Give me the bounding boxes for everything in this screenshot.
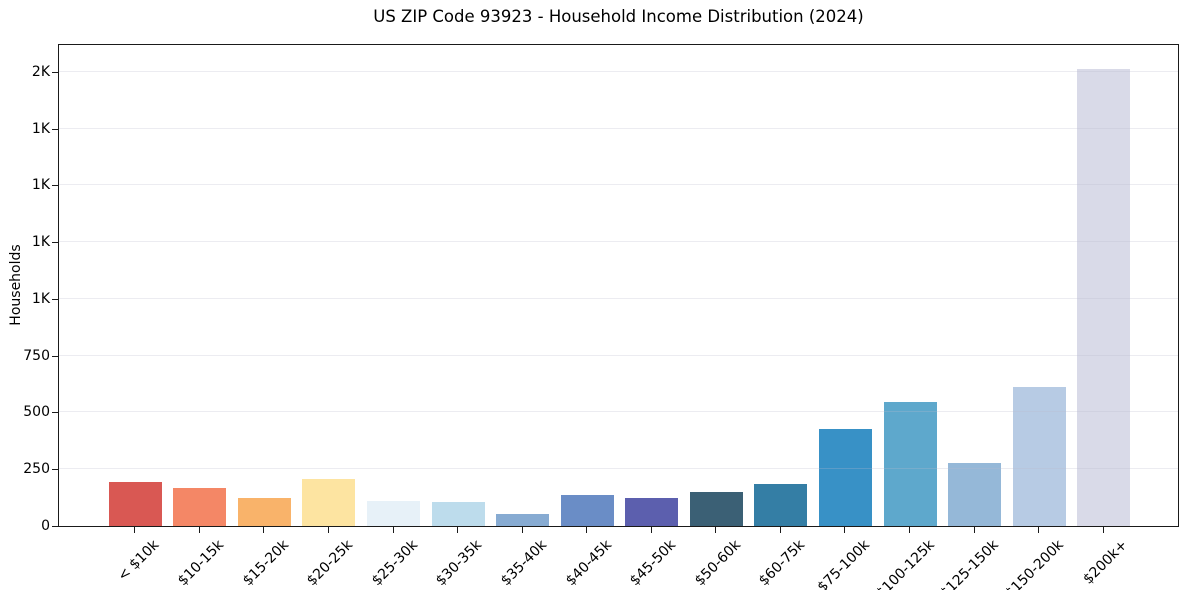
gridline <box>59 354 1178 356</box>
gridline <box>59 241 1178 243</box>
bar <box>625 498 679 526</box>
y-tick-label: 1K <box>31 234 50 251</box>
y-tick-mark <box>52 469 58 471</box>
x-tick-label: $10-15k <box>175 537 228 590</box>
x-tick-mark <box>457 527 459 533</box>
y-tick-mark <box>52 298 58 300</box>
x-tick-label: $30-35k <box>433 537 486 590</box>
bar <box>1012 387 1066 526</box>
y-tick-mark <box>52 355 58 357</box>
chart-title: US ZIP Code 93923 - Household Income Dis… <box>373 7 864 26</box>
bar <box>883 402 937 526</box>
bar <box>108 482 162 526</box>
x-tick-mark <box>392 527 394 533</box>
bar <box>173 487 227 526</box>
x-tick-mark <box>263 527 265 533</box>
x-tick-label: $40-45k <box>562 537 615 590</box>
x-tick-label: $15-20k <box>239 537 292 590</box>
x-tick-mark <box>1038 527 1040 533</box>
x-tick-label: $45-50k <box>626 537 680 590</box>
y-tick-label: 2K <box>31 63 50 80</box>
y-tick-mark <box>52 128 58 130</box>
x-tick-label: $100-125k <box>872 537 938 590</box>
y-tick-mark <box>52 412 58 414</box>
bar <box>560 494 614 526</box>
x-tick-mark <box>327 527 329 533</box>
y-tick-label: 0 <box>41 518 50 534</box>
x-tick-mark <box>198 527 200 533</box>
x-tick-mark <box>521 527 523 533</box>
bar <box>367 500 421 526</box>
bar <box>431 502 485 526</box>
x-tick-label: $50-60k <box>691 537 744 590</box>
x-tick-label: $60-75k <box>756 537 809 590</box>
x-tick-label: $35-40k <box>497 537 550 590</box>
bar <box>1077 69 1131 526</box>
bar <box>302 479 356 526</box>
bar <box>689 491 743 526</box>
x-tick-mark <box>844 527 846 533</box>
x-tick-label: $125-150k <box>937 537 1002 590</box>
gridline <box>59 297 1178 299</box>
x-tick-label: < $10k <box>115 537 163 585</box>
x-tick-mark <box>779 527 781 533</box>
y-axis-label: Households <box>8 244 24 326</box>
bar <box>948 463 1002 526</box>
x-tick-label: $150-200k <box>1001 537 1067 590</box>
gridline <box>59 184 1178 186</box>
y-tick-mark <box>52 71 58 73</box>
x-tick-mark <box>134 527 136 533</box>
y-tick-mark <box>52 185 58 187</box>
x-tick-mark <box>650 527 652 533</box>
y-tick-label: 1K <box>31 290 50 307</box>
y-tick-label: 750 <box>23 347 50 364</box>
y-tick-mark <box>52 526 58 527</box>
y-tick-label: 1K <box>31 120 50 137</box>
y-tick-label: 1K <box>31 177 50 194</box>
x-tick-label: $20-25k <box>304 537 357 590</box>
plot-area <box>58 44 1179 527</box>
x-tick-mark <box>909 527 911 533</box>
x-tick-mark <box>973 527 975 533</box>
bar <box>496 513 550 526</box>
gridline <box>59 70 1178 72</box>
bar <box>818 429 872 526</box>
x-tick-label: $75-100k <box>814 537 873 590</box>
bar <box>237 497 291 526</box>
x-tick-mark <box>1102 527 1104 533</box>
x-tick-label: $200k+ <box>1080 537 1132 588</box>
gridline <box>59 468 1178 470</box>
bar <box>754 484 808 526</box>
y-tick-label: 250 <box>23 461 50 478</box>
gridline <box>59 411 1178 413</box>
y-tick-mark <box>52 242 58 244</box>
y-tick-label: 500 <box>23 404 50 421</box>
x-tick-mark <box>715 527 717 533</box>
x-tick-label: $25-30k <box>368 537 421 590</box>
gridline <box>59 127 1178 129</box>
x-tick-mark <box>586 527 588 533</box>
